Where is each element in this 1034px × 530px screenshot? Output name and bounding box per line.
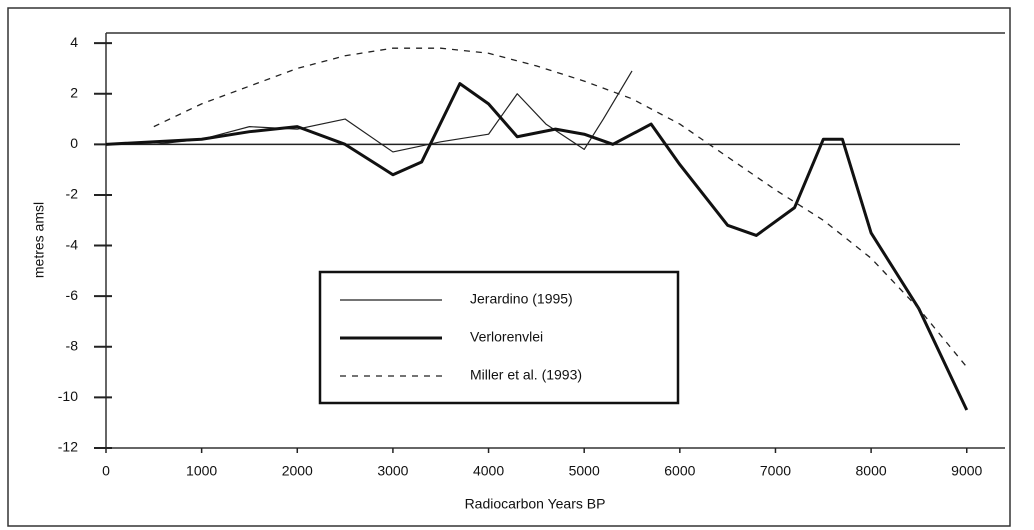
x-tick-label: 0 <box>102 463 110 479</box>
x-tick-label: 2000 <box>282 463 313 479</box>
series-line <box>153 47 968 368</box>
x-tick-label: 6000 <box>664 463 695 479</box>
series-line <box>153 70 633 153</box>
y-tick-label: -6 <box>66 287 79 303</box>
x-tick-label: 9000 <box>951 463 982 479</box>
legend-label: Verlorenvlei <box>470 329 543 345</box>
legend-label: Jerardino (1995) <box>470 291 573 307</box>
y-tick-label: 0 <box>70 135 78 151</box>
x-tick-label: 4000 <box>473 463 504 479</box>
y-tick-label: 2 <box>70 84 78 100</box>
x-axis-label: Radiocarbon Years BP <box>465 496 606 512</box>
x-tick-label: 8000 <box>856 463 887 479</box>
y-tick-label: -2 <box>66 186 79 202</box>
x-tick-label: 3000 <box>377 463 408 479</box>
y-tick-label: -12 <box>58 439 78 455</box>
y-tick-label: -4 <box>66 236 79 252</box>
x-tick-label: 5000 <box>569 463 600 479</box>
legend-label: Miller et al. (1993) <box>470 367 582 383</box>
x-tick-label: 7000 <box>760 463 791 479</box>
x-tick-label: 1000 <box>186 463 217 479</box>
y-tick-label: -8 <box>66 337 79 353</box>
y-axis-label: metres amsl <box>31 202 47 278</box>
y-tick-label: 4 <box>70 34 78 50</box>
y-tick-label: -10 <box>58 388 78 404</box>
frame <box>7 7 1011 527</box>
series-line <box>105 82 969 411</box>
